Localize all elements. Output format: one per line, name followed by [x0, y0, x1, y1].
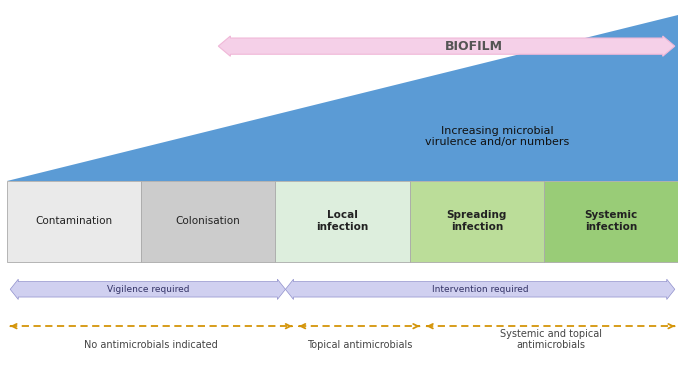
Bar: [7, 180, 141, 262]
Text: Intervention required: Intervention required: [432, 285, 528, 294]
Polygon shape: [286, 279, 675, 299]
Bar: [544, 180, 678, 262]
Text: Topical antimicrobials: Topical antimicrobials: [307, 340, 412, 350]
Text: Colonisation: Colonisation: [176, 216, 240, 226]
Text: BIOFILM: BIOFILM: [445, 39, 502, 53]
Text: Increasing microbial
virulence and/or numbers: Increasing microbial virulence and/or nu…: [425, 126, 569, 147]
Polygon shape: [10, 279, 286, 299]
Text: Spreading
infection: Spreading infection: [447, 210, 507, 232]
Bar: [275, 180, 410, 262]
Text: No antimicrobials indicated: No antimicrobials indicated: [84, 340, 218, 350]
Text: Local
infection: Local infection: [316, 210, 369, 232]
Bar: [410, 180, 544, 262]
Polygon shape: [7, 15, 678, 180]
Bar: [141, 180, 275, 262]
Text: Systemic and topical
antimicrobials: Systemic and topical antimicrobials: [499, 329, 601, 350]
Text: Contamination: Contamination: [36, 216, 112, 226]
Text: Vigilence required: Vigilence required: [107, 285, 189, 294]
Polygon shape: [219, 36, 675, 56]
Text: Systemic
infection: Systemic infection: [584, 210, 638, 232]
